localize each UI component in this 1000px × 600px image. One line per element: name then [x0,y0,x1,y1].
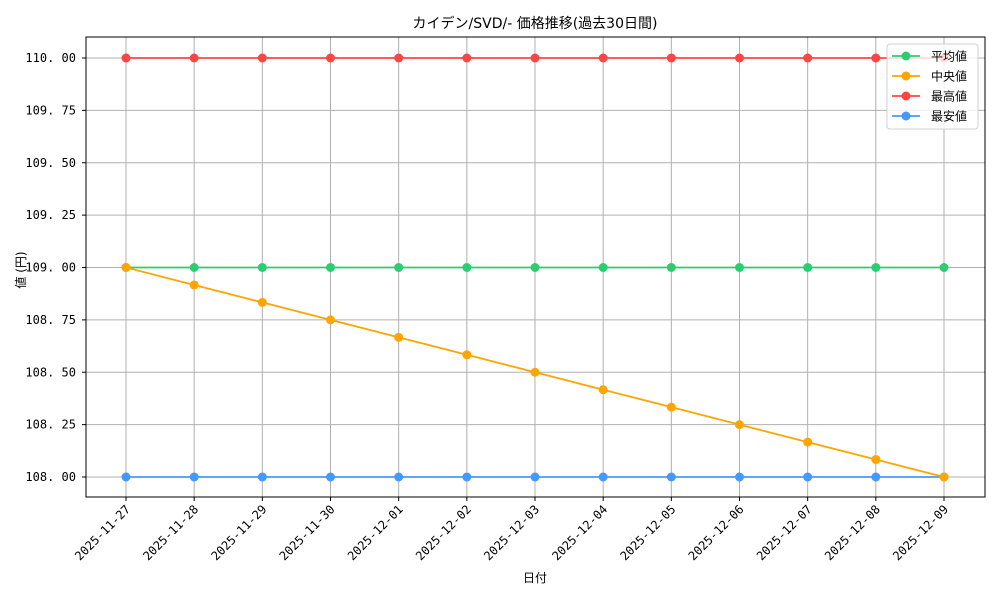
legend-marker-icon [901,91,911,101]
data-point [121,263,131,272]
data-point [394,332,404,342]
data-point [394,472,404,482]
data-point [326,315,335,325]
x-tick-label: 2025-12-07 [754,502,815,563]
data-point [530,53,540,63]
x-tick-label: 2025-11-30 [277,502,338,563]
x-tick-label: 2025-11-29 [208,502,269,563]
data-point [871,263,881,272]
data-point [530,263,540,272]
legend-label: 最安値 [931,109,967,124]
data-point [394,53,404,63]
y-tick-label: 109. 00 [25,261,76,275]
y-tick-label: 108. 00 [25,470,76,484]
data-point [462,350,472,360]
legend-label: 中央値 [931,69,967,84]
data-point [326,472,335,482]
x-tick-label: 2025-12-01 [345,502,406,563]
legend-item: 最高値 [892,89,967,104]
x-tick-label: 2025-12-08 [822,502,883,563]
y-tick-label: 109. 25 [25,208,76,222]
data-point [939,263,949,272]
data-point [803,437,813,447]
data-point [121,472,131,482]
data-point [666,402,676,412]
data-point [189,280,199,290]
data-point [121,53,131,63]
data-point [257,297,267,307]
chart-title: カイデン/SVD/- 価格推移(過去30日間) [413,15,658,32]
x-tick-label: 2025-12-02 [413,502,474,563]
data-point [189,263,199,272]
data-point [598,472,608,482]
data-point [326,263,335,272]
x-tick-label: 2025-12-03 [481,502,542,563]
legend-marker-icon [901,51,911,61]
data-point [803,53,813,63]
series-2 [121,53,949,63]
data-point [189,472,199,482]
legend-marker-icon [901,71,911,81]
series-3 [121,472,949,482]
data-point [598,53,608,63]
data-point [530,472,540,482]
y-tick-label: 109. 50 [25,156,76,170]
legend-label: 最高値 [931,89,967,104]
x-axis: 2025-11-27 2025-11-28 2025-11-29 2025-11-30… [72,497,951,563]
data-point [530,367,540,377]
y-tick-label: 108. 75 [25,313,76,327]
data-point [257,472,267,482]
data-point [666,53,676,63]
data-point [394,263,404,272]
x-axis-label: 日付 [523,571,547,585]
data-point [257,53,267,63]
data-point [735,420,744,430]
data-point [257,263,267,272]
data-point [735,263,744,272]
data-point [462,472,472,482]
series-1 [121,263,949,482]
y-axis-label: 値 (円) [13,251,28,288]
y-tick-label: 109. 75 [25,103,76,117]
data-point [803,472,813,482]
data-point [598,385,608,395]
x-tick-label: 2025-11-27 [72,502,133,563]
data-point [939,472,949,482]
data-point [462,263,472,272]
y-tick-label: 108. 25 [25,418,76,432]
y-tick-label: 108. 50 [25,365,76,379]
data-point [598,263,608,272]
x-tick-label: 2025-12-06 [686,502,747,563]
legend-item: 平均値 [892,49,967,64]
data-point [871,53,881,63]
data-point [666,472,676,482]
legend-label: 平均値 [931,49,967,64]
x-tick-label: 2025-11-28 [140,502,201,563]
data-point [871,455,881,465]
series-0 [121,263,949,272]
series-lines [121,53,949,482]
x-tick-label: 2025-12-09 [890,502,951,563]
data-point [462,53,472,63]
data-point [666,263,676,272]
x-tick-label: 2025-12-05 [617,502,678,563]
data-point [871,472,881,482]
data-point [803,263,813,272]
data-point [735,53,744,63]
legend-marker-icon [901,111,911,121]
y-tick-label: 110. 00 [25,51,76,65]
legend-item: 中央値 [892,69,967,84]
data-point [326,53,335,63]
data-point [189,53,199,63]
data-point [735,472,744,482]
legend-box [886,43,979,130]
x-tick-label: 2025-12-04 [549,502,610,563]
legend-item: 最安値 [892,109,967,124]
y-axis: 108. 00 108. 25 108. 50 108. 75 109. 00 109. … [25,51,86,484]
